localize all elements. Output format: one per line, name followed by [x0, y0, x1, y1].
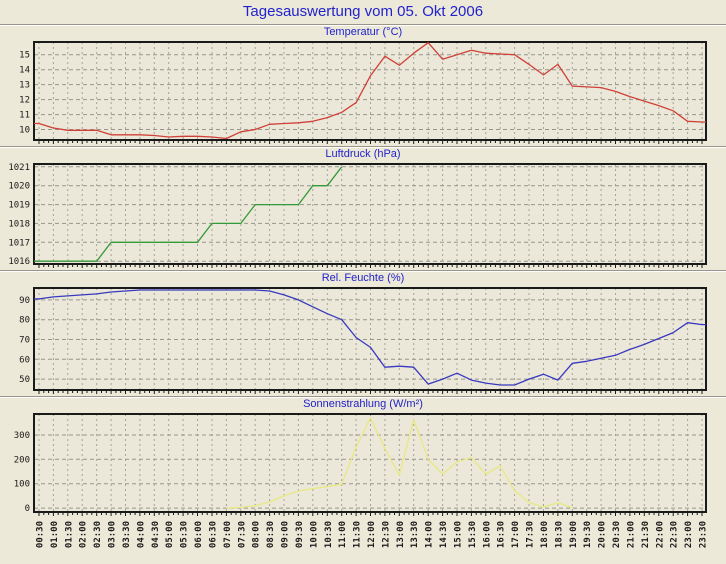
svg-text:15: 15 — [19, 51, 30, 61]
svg-text:20:00: 20:00 — [598, 521, 608, 548]
svg-text:20:30: 20:30 — [612, 521, 622, 548]
svg-text:05:00: 05:00 — [165, 521, 175, 548]
temperature-section: Temperatur (°C) 10 11 12 13 14 15 — [0, 24, 726, 146]
svg-text:10:00: 10:00 — [309, 521, 319, 548]
svg-text:18:30: 18:30 — [554, 521, 564, 548]
svg-text:10:30: 10:30 — [324, 521, 334, 548]
svg-text:21:00: 21:00 — [626, 521, 636, 548]
svg-text:09:00: 09:00 — [281, 521, 291, 548]
svg-text:23:00: 23:00 — [684, 521, 694, 548]
svg-text:11:30: 11:30 — [353, 521, 363, 548]
svg-text:19:00: 19:00 — [569, 521, 579, 548]
svg-text:06:30: 06:30 — [209, 521, 219, 548]
svg-text:14:30: 14:30 — [439, 521, 449, 548]
svg-text:00:30: 00:30 — [36, 521, 46, 548]
svg-text:15:00: 15:00 — [454, 521, 464, 548]
svg-text:03:00: 03:00 — [108, 521, 118, 548]
svg-text:100: 100 — [14, 480, 30, 490]
temperature-plot: 10 11 12 13 14 15 — [19, 41, 707, 144]
svg-text:17:30: 17:30 — [526, 521, 536, 548]
svg-text:200: 200 — [14, 455, 30, 465]
svg-text:04:30: 04:30 — [151, 521, 161, 548]
svg-text:22:30: 22:30 — [670, 521, 680, 548]
sun-section: Sonnenstrahlung (W/m²) 0 100 200 300 — [0, 396, 726, 518]
svg-text:16:00: 16:00 — [482, 521, 492, 548]
svg-text:17:00: 17:00 — [511, 521, 521, 548]
svg-text:22:00: 22:00 — [655, 521, 665, 548]
sun-title: Sonnenstrahlung (W/m²) — [303, 398, 423, 410]
svg-text:06:00: 06:00 — [194, 521, 204, 548]
svg-text:1016: 1016 — [8, 257, 30, 267]
svg-text:1021: 1021 — [8, 163, 30, 173]
pressure-section: Luftdruck (hPa) 1016 1017 1018 1019 1020 1021 — [0, 146, 726, 270]
svg-text:14: 14 — [19, 66, 30, 76]
svg-text:03:30: 03:30 — [122, 521, 132, 548]
svg-text:09:30: 09:30 — [295, 521, 305, 548]
svg-text:11: 11 — [19, 111, 30, 121]
svg-text:12: 12 — [19, 96, 30, 106]
svg-text:300: 300 — [14, 431, 30, 441]
svg-text:05:30: 05:30 — [180, 521, 190, 548]
svg-text:1017: 1017 — [8, 238, 30, 248]
pressure-plot: 1016 1017 1018 1019 1020 1021 — [8, 163, 707, 268]
svg-text:12:00: 12:00 — [367, 521, 377, 548]
svg-text:02:00: 02:00 — [79, 521, 89, 548]
svg-text:90: 90 — [19, 296, 30, 306]
temperature-title: Temperatur (°C) — [323, 26, 403, 38]
humidity-title: Rel. Feuchte (%) — [321, 272, 405, 284]
svg-text:13:30: 13:30 — [410, 521, 420, 548]
svg-text:14:00: 14:00 — [425, 521, 435, 548]
humidity-section: Rel. Feuchte (%) 50 60 70 80 90 — [0, 270, 726, 396]
svg-text:21:30: 21:30 — [641, 521, 651, 548]
pressure-title: Luftdruck (hPa) — [325, 148, 401, 160]
svg-text:18:00: 18:00 — [540, 521, 550, 548]
svg-text:10: 10 — [19, 126, 30, 136]
svg-text:11:00: 11:00 — [338, 521, 348, 548]
svg-text:60: 60 — [19, 355, 30, 365]
svg-text:80: 80 — [19, 316, 30, 326]
svg-text:07:30: 07:30 — [237, 521, 247, 548]
svg-text:1019: 1019 — [8, 201, 30, 211]
svg-text:08:00: 08:00 — [252, 521, 262, 548]
svg-text:12:30: 12:30 — [381, 521, 391, 548]
svg-text:08:30: 08:30 — [266, 521, 276, 548]
svg-text:23:30: 23:30 — [699, 521, 709, 548]
sun-plot: 0 100 200 300 — [14, 413, 707, 516]
svg-text:1018: 1018 — [8, 219, 30, 229]
svg-text:1020: 1020 — [8, 182, 30, 192]
svg-text:0: 0 — [25, 504, 30, 514]
page-title: Tagesauswertung vom 05. Okt 2006 — [242, 3, 484, 20]
svg-text:13:00: 13:00 — [396, 521, 406, 548]
svg-text:01:30: 01:30 — [64, 521, 74, 548]
svg-text:13: 13 — [19, 81, 30, 91]
svg-text:01:00: 01:00 — [50, 521, 60, 548]
svg-text:50: 50 — [19, 375, 30, 385]
svg-text:70: 70 — [19, 336, 30, 346]
svg-text:16:30: 16:30 — [497, 521, 507, 548]
humidity-plot: 50 60 70 80 90 — [19, 287, 707, 394]
svg-text:04:00: 04:00 — [136, 521, 146, 548]
svg-text:15:30: 15:30 — [468, 521, 478, 548]
svg-text:19:30: 19:30 — [583, 521, 593, 548]
svg-text:02:30: 02:30 — [93, 521, 103, 548]
x-axis-labels: 00:30 01:00 01:30 02:00 02:30 03:00 03:30 04:00… — [36, 521, 709, 548]
svg-text:07:00: 07:00 — [223, 521, 233, 548]
